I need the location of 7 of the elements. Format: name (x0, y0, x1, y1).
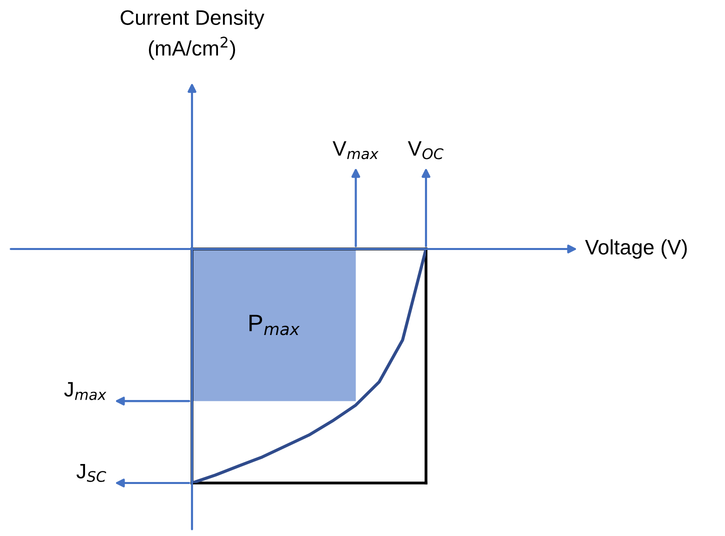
text: V$_{max}$ (332, 141, 379, 160)
text: Current Density (mA/cm$^{2}$) (120, 10, 264, 60)
series-label: P$_{max}$ (250, 314, 300, 336)
text: Voltage (V) (585, 239, 687, 259)
text: V$_{OC}$ (408, 141, 444, 160)
text: J$_{SC}$ (76, 464, 106, 482)
text: J$_{max}$ (64, 382, 106, 400)
